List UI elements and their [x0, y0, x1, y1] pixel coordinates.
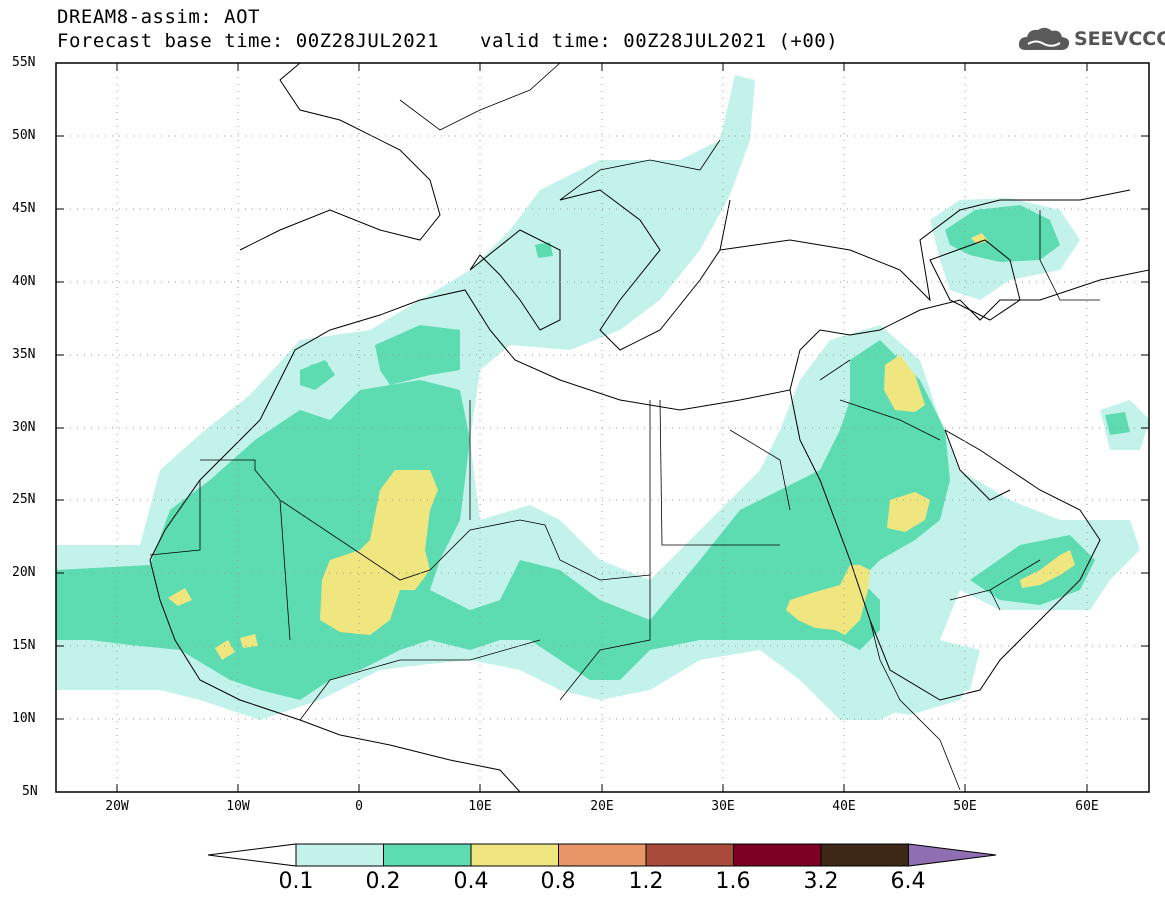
aot-level-0.2 — [56, 205, 1130, 700]
seevccc-logo: SEEVCCC — [1018, 24, 1165, 56]
colorbar — [207, 843, 997, 867]
lat-label-5n: 5N — [22, 784, 38, 799]
lat-label-20n: 20N — [12, 565, 36, 580]
lat-label-10n: 10N — [12, 711, 36, 726]
colorbar-cell-5 — [645, 843, 734, 867]
lat-label-45n: 45N — [12, 201, 36, 216]
colorbar-cell-1 — [295, 843, 384, 867]
map-title: DREAM8-assim: AOT — [57, 6, 260, 28]
lon-label-30e: 30E — [711, 799, 735, 814]
lat-label-15n: 15N — [12, 638, 36, 653]
lon-label-20e: 20E — [590, 799, 614, 814]
lat-label-40n: 40N — [12, 274, 36, 289]
forecast-base-time: Forecast base time: 00Z28JUL2021 — [57, 30, 440, 52]
colorbar-label-6.4: 6.4 — [890, 869, 926, 894]
colorbar-cell-7 — [820, 843, 909, 867]
colorbar-cell-2 — [383, 843, 472, 867]
lat-label-35n: 35N — [12, 347, 36, 362]
logo-text: SEEVCCC — [1074, 28, 1165, 50]
lon-label-10e: 10E — [468, 799, 492, 814]
country-borders — [149, 63, 1100, 791]
lon-label-0: 0 — [355, 799, 363, 814]
lat-label-30n: 30N — [12, 420, 36, 435]
colorbar-label-0.4: 0.4 — [453, 869, 489, 894]
colorbar-cell-3 — [470, 843, 559, 867]
colorbar-label-0.1: 0.1 — [278, 869, 314, 894]
colorbar-label-1.6: 1.6 — [715, 869, 751, 894]
colorbar-cell-6 — [733, 843, 822, 867]
lon-label-50e: 50E — [953, 799, 977, 814]
colorbar-label-0.2: 0.2 — [365, 869, 401, 894]
lon-label-20w: 20W — [105, 799, 129, 814]
colorbar-cell-above — [908, 843, 997, 867]
lat-label-50n: 50N — [12, 128, 36, 143]
lon-label-40e: 40E — [832, 799, 856, 814]
lon-label-10w: 10W — [226, 799, 250, 814]
colorbar-cell-below — [207, 843, 297, 867]
lat-label-25n: 25N — [12, 492, 36, 507]
valid-time: valid time: 00Z28JUL2021 (+00) — [480, 30, 839, 52]
colorbar-label-3.2: 3.2 — [803, 869, 839, 894]
graticule — [56, 63, 1149, 792]
colorbar-label-1.2: 1.2 — [628, 869, 664, 894]
aot-level-0.4 — [168, 233, 1075, 660]
lon-label-60e: 60E — [1075, 799, 1099, 814]
colorbar-label-0.8: 0.8 — [540, 869, 576, 894]
axis-ticks — [56, 62, 1149, 792]
cloud-icon — [1018, 27, 1070, 50]
colorbar-cell-4 — [558, 843, 647, 867]
lat-label-55n: 55N — [12, 55, 36, 70]
